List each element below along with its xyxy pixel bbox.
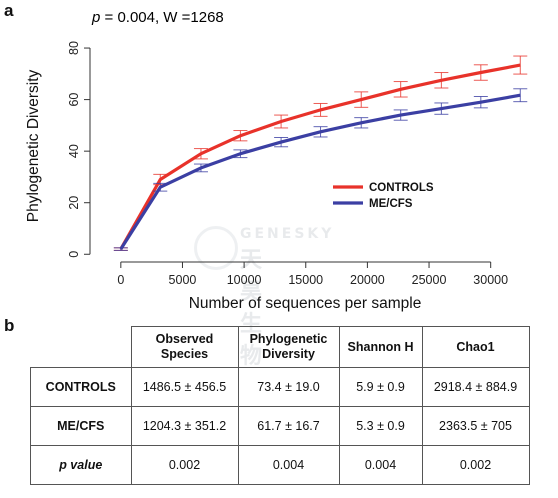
series-line [119, 63, 521, 250]
x-tick-label: 20000 [350, 273, 385, 287]
table-row: p value 0.002 0.004 0.004 0.002 [30, 445, 530, 485]
table-cell: 0.002 [421, 445, 530, 485]
diversity-line-chart: p = 0.004, W =1268 0 5000 10000 15000 20000 2… [25, 9, 528, 312]
x-axis-label: Number of sequences per sample [189, 295, 422, 312]
table-cell: 61.7 ± 16.7 [237, 406, 340, 446]
stat-note-text: = 0.004, W =1268 [100, 9, 223, 26]
legend-label: ME/CFS [369, 198, 413, 210]
table-header-cell: Chao1 [421, 326, 530, 368]
y-tick-label: 20 [67, 196, 81, 210]
series-me-cfs [113, 88, 528, 251]
panel-a-label: a [4, 1, 14, 20]
table-row-label: ME/CFS [30, 406, 132, 446]
y-tick-label: 0 [67, 251, 81, 258]
stat-note: p = 0.004, W =1268 [91, 9, 224, 26]
table-cell: 5.3 ± 0.9 [338, 406, 423, 446]
y-axis-label: Phylogenetic Diversity [25, 70, 42, 223]
table-cell: 0.004 [338, 445, 423, 485]
diversity-stats-table: Observed Species Phylogenetic Diversity … [30, 326, 530, 485]
series-line [119, 93, 521, 250]
table-header-cell: Shannon H [338, 326, 423, 368]
y-tick-label: 60 [67, 93, 81, 107]
x-tick-label: 15000 [288, 273, 323, 287]
x-tick-label: 10000 [227, 273, 262, 287]
table-header-cell: Phylogenetic Diversity [237, 326, 340, 368]
series-controls [113, 55, 528, 251]
table-row: CONTROLS 1486.5 ± 456.5 73.4 ± 19.0 5.9 … [30, 367, 530, 407]
stat-note-p: p [91, 9, 100, 26]
panel-b-label: b [4, 316, 15, 335]
table-cell: 5.9 ± 0.9 [338, 367, 423, 407]
y-tick-label: 40 [67, 144, 81, 158]
legend-label: CONTROLS [369, 182, 434, 194]
table-row-label: CONTROLS [30, 367, 132, 407]
table-header-cell: Observed Species [130, 326, 239, 368]
x-tick-label: 5000 [169, 273, 197, 287]
table-cell: 1486.5 ± 456.5 [130, 367, 239, 407]
table-cell: 0.004 [237, 445, 340, 485]
table-cell: 1204.3 ± 351.2 [130, 406, 239, 446]
x-tick-label: 25000 [412, 273, 447, 287]
x-tick-label: 30000 [473, 273, 508, 287]
table-cell: 2363.5 ± 705 [421, 406, 530, 446]
x-tick-label: 0 [117, 273, 124, 287]
y-tick-label: 80 [67, 41, 81, 55]
table-corner-cell [30, 326, 132, 368]
table-header-row: Observed Species Phylogenetic Diversity … [30, 326, 530, 368]
table-cell: 0.002 [130, 445, 239, 485]
table-cell: 2918.4 ± 884.9 [421, 367, 530, 407]
table-row-label: p value [30, 445, 132, 485]
table-row: ME/CFS 1204.3 ± 351.2 61.7 ± 16.7 5.3 ± … [30, 406, 530, 446]
table-cell: 73.4 ± 19.0 [237, 367, 340, 407]
